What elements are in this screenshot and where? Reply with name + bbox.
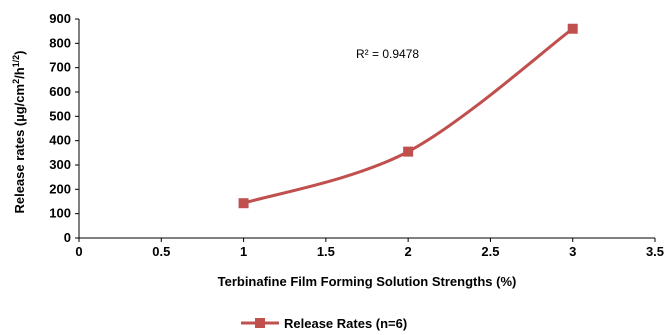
y-axis-title-end: ) <box>12 50 27 54</box>
x-axis-title: Terbinafine Film Forming Solution Streng… <box>218 274 517 289</box>
y-tick-label: 900 <box>49 11 71 26</box>
data-point-marker <box>238 198 249 209</box>
legend-swatch-marker <box>255 318 265 328</box>
series-layer <box>238 23 578 209</box>
data-point-marker <box>567 23 578 34</box>
x-tick-label: 3 <box>569 244 576 259</box>
y-axis-ticks: 0 100 200 300 400 500 600 700 800 900 <box>49 11 79 245</box>
x-tick-label: 0.5 <box>152 244 170 259</box>
x-tick-label: 0 <box>75 244 82 259</box>
y-axis-title-sup1: 2 <box>11 79 21 84</box>
y-axis-title-sup2: 1/2 <box>11 55 21 68</box>
data-point-marker <box>403 146 414 157</box>
y-tick-label: 200 <box>49 181 71 196</box>
x-tick-label: 1.5 <box>317 244 335 259</box>
x-axis-ticks: 0 0.5 1 1.5 2 2.5 3 3.5 <box>75 238 664 259</box>
y-tick-label: 500 <box>49 108 71 123</box>
y-tick-label: 300 <box>49 157 71 172</box>
y-tick-label: 800 <box>49 35 71 50</box>
x-tick-label: 2 <box>405 244 412 259</box>
y-tick-label: 400 <box>49 133 71 148</box>
y-tick-label: 700 <box>49 60 71 75</box>
x-tick-label: 3.5 <box>646 244 664 259</box>
y-axis-title-base: Release rates (µg/cm <box>12 84 27 214</box>
y-tick-label: 600 <box>49 84 71 99</box>
y-tick-label: 0 <box>64 230 71 245</box>
x-tick-label: 2.5 <box>481 244 499 259</box>
r-squared-annotation: R² = 0.9478 <box>356 47 419 61</box>
legend: Release Rates (n=6) <box>241 316 407 331</box>
legend-label: Release Rates (n=6) <box>284 316 407 331</box>
x-tick-label: 1 <box>240 244 247 259</box>
y-tick-label: 100 <box>49 206 71 221</box>
y-axis-title-mid: /h <box>12 67 27 79</box>
y-axis-title: Release rates (µg/cm2/h1/2) <box>11 50 27 213</box>
